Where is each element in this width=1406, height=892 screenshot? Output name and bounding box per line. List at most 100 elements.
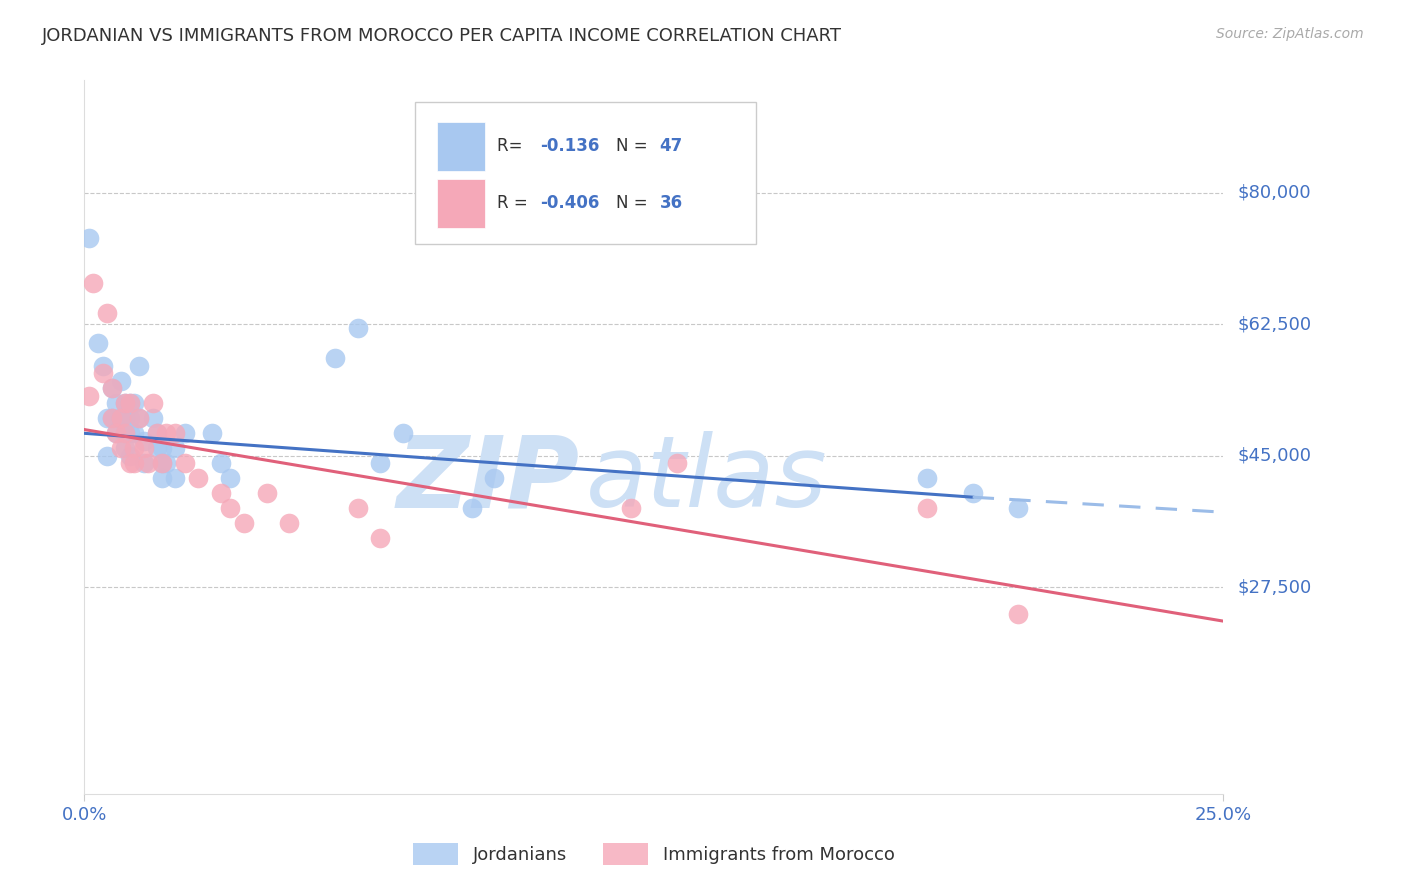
Point (484, 471, 506, 485)
Point (110, 374, 132, 388)
Text: N =: N = (616, 137, 652, 155)
Point (114, 426, 136, 441)
Point (124, 442, 146, 456)
Point (82, 276, 104, 290)
Point (256, 486, 278, 500)
Text: -0.406: -0.406 (540, 194, 599, 212)
Point (132, 434, 155, 448)
Point (91, 366, 114, 380)
Point (165, 442, 187, 456)
Point (118, 426, 141, 441)
Point (110, 411, 132, 425)
Point (87, 336, 110, 351)
Point (370, 532, 392, 546)
Text: JORDANIAN VS IMMIGRANTS FROM MOROCCO PER CAPITA INCOME CORRELATION CHART: JORDANIAN VS IMMIGRANTS FROM MOROCCO PER… (42, 27, 842, 45)
Point (219, 501, 242, 516)
Point (100, 381, 122, 395)
Point (77, 389, 100, 403)
Point (128, 359, 150, 373)
Point (128, 411, 150, 425)
Point (370, 456, 392, 470)
Point (173, 456, 195, 470)
Point (219, 471, 242, 485)
Text: 47: 47 (659, 137, 683, 155)
Legend: Jordanians, Immigrants from Morocco: Jordanians, Immigrants from Morocco (406, 836, 901, 872)
Text: $27,500: $27,500 (1237, 578, 1312, 597)
Text: $62,500: $62,500 (1237, 316, 1312, 334)
Point (150, 456, 173, 470)
Text: $80,000: $80,000 (1237, 184, 1310, 202)
Text: R =: R = (496, 194, 533, 212)
Text: atlas: atlas (585, 432, 827, 528)
Point (155, 456, 177, 470)
Point (96, 449, 118, 463)
Point (110, 442, 132, 456)
Point (201, 426, 224, 441)
Point (150, 456, 173, 470)
Point (209, 456, 232, 470)
Point (142, 411, 165, 425)
FancyBboxPatch shape (437, 121, 485, 171)
Text: ZIP: ZIP (396, 432, 579, 528)
Point (146, 426, 169, 441)
Point (96, 306, 118, 320)
Point (136, 456, 159, 470)
Point (1007, 501, 1029, 516)
Point (150, 442, 173, 456)
Point (105, 426, 128, 441)
Point (124, 396, 146, 410)
FancyBboxPatch shape (437, 178, 485, 228)
Point (114, 442, 136, 456)
Point (232, 516, 254, 531)
Point (146, 442, 169, 456)
Point (392, 426, 415, 441)
Point (118, 449, 141, 463)
Point (118, 411, 141, 425)
Point (105, 396, 128, 410)
Point (915, 471, 938, 485)
Point (132, 456, 155, 470)
Point (77, 231, 100, 245)
Point (187, 471, 209, 485)
Point (460, 501, 482, 516)
Point (128, 411, 150, 425)
Point (173, 426, 195, 441)
Point (118, 456, 141, 470)
Point (165, 471, 187, 485)
Point (146, 426, 169, 441)
Point (346, 501, 368, 516)
Point (114, 411, 136, 425)
Point (132, 442, 155, 456)
Point (155, 426, 177, 441)
Point (100, 381, 122, 395)
Point (1007, 607, 1029, 621)
Point (124, 456, 146, 470)
Text: 36: 36 (659, 194, 682, 212)
Point (346, 321, 368, 335)
Point (142, 396, 165, 410)
Text: Source: ZipAtlas.com: Source: ZipAtlas.com (1216, 27, 1364, 41)
Point (114, 426, 136, 441)
Point (165, 426, 187, 441)
Point (100, 411, 122, 425)
Text: R=: R= (496, 137, 527, 155)
Point (100, 411, 122, 425)
Point (118, 396, 141, 410)
Point (105, 426, 128, 441)
Text: N =: N = (616, 194, 652, 212)
Point (150, 471, 173, 485)
Point (209, 486, 232, 500)
Point (278, 516, 301, 531)
Text: $45,000: $45,000 (1237, 447, 1312, 465)
Point (114, 396, 136, 410)
Point (118, 396, 141, 410)
Point (96, 411, 118, 425)
Point (91, 359, 114, 373)
Point (620, 501, 643, 516)
Point (915, 501, 938, 516)
FancyBboxPatch shape (415, 102, 756, 244)
Point (124, 426, 146, 441)
Point (323, 351, 346, 366)
Point (110, 411, 132, 425)
Text: -0.136: -0.136 (540, 137, 599, 155)
